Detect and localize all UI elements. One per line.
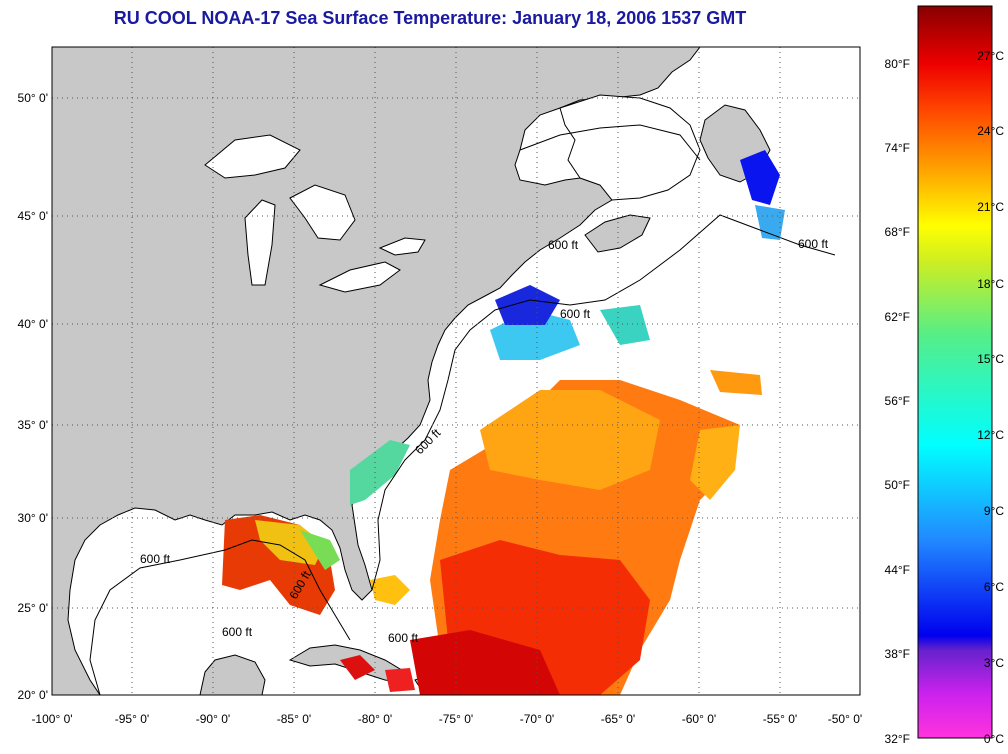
colorbar-label-f: 68°F — [885, 225, 910, 239]
lon-tick-label: -75° 0' — [439, 712, 473, 726]
colorbar-label-c: 0°C — [984, 732, 1004, 746]
colorbar-label-c: 21°C — [977, 200, 1004, 214]
colorbar-label-f: 44°F — [885, 563, 910, 577]
map-frame — [51, 46, 861, 696]
lon-tick-label: -60° 0' — [682, 712, 716, 726]
colorbar-label-f: 32°F — [885, 732, 910, 746]
colorbar — [917, 5, 993, 739]
colorbar-label-f: 38°F — [885, 647, 910, 661]
land-yucatan — [199, 654, 266, 695]
contour-label: 600 ft — [222, 625, 253, 639]
colorbar-label-c: 6°C — [984, 580, 1004, 594]
colorbar-label-f: 74°F — [885, 141, 910, 155]
lon-axis: -100° 0' -95° 0' -90° 0' -85° 0' -80° 0'… — [31, 712, 862, 726]
colorbar-label-c: 12°C — [977, 428, 1004, 442]
shelf-contour — [519, 124, 701, 161]
bathymetry-contour — [89, 214, 836, 695]
lat-tick-label: 25° 0' — [18, 601, 48, 615]
lon-tick-label: -80° 0' — [358, 712, 392, 726]
lon-tick-label: -55° 0' — [763, 712, 797, 726]
graticule — [52, 47, 860, 695]
lon-tick-label: -100° 0' — [31, 712, 72, 726]
colorbar-celsius: 27°C 24°C 21°C 18°C 15°C 12°C 9°C 6°C 3°… — [977, 49, 1004, 746]
lon-tick-label: -85° 0' — [277, 712, 311, 726]
colorbar-label-c: 18°C — [977, 277, 1004, 291]
colorbar-fahrenheit: 80°F 74°F 68°F 62°F 56°F 50°F 44°F 38°F … — [885, 57, 910, 746]
lat-tick-label: 30° 0' — [18, 511, 48, 525]
land-nova-scotia — [584, 214, 651, 253]
contour-label: 600 ft — [548, 238, 579, 252]
sst-data — [222, 150, 785, 695]
lon-tick-label: -90° 0' — [196, 712, 230, 726]
great-lakes — [204, 134, 426, 293]
map-title: RU COOL NOAA-17 Sea Surface Temperature:… — [113, 8, 747, 28]
lon-tick-label: -95° 0' — [115, 712, 149, 726]
lat-tick-label: 20° 0' — [18, 688, 48, 702]
colorbar-label-c: 9°C — [984, 504, 1004, 518]
contour-label: 600 ft — [798, 237, 829, 251]
contour-label: 600 ft — [388, 631, 419, 645]
colorbar-label-f: 50°F — [885, 478, 910, 492]
colorbar-label-c: 27°C — [977, 49, 1004, 63]
lat-axis: 50° 0' 45° 0' 40° 0' 35° 0' 30° 0' 25° 0… — [18, 91, 48, 702]
contour-label: 600 ft — [560, 307, 591, 321]
lon-tick-label: -65° 0' — [601, 712, 635, 726]
contour-label: 600 ft — [140, 552, 171, 566]
lat-tick-label: 40° 0' — [18, 317, 48, 331]
lat-tick-label: 45° 0' — [18, 209, 48, 223]
colorbar-label-f: 56°F — [885, 394, 910, 408]
colorbar-label-f: 80°F — [885, 57, 910, 71]
colorbar-label-c: 24°C — [977, 124, 1004, 138]
colorbar-label-c: 15°C — [977, 352, 1004, 366]
lon-tick-label: -70° 0' — [520, 712, 554, 726]
lat-tick-label: 35° 0' — [18, 418, 48, 432]
lat-tick-label: 50° 0' — [18, 91, 48, 105]
lon-tick-label: -50° 0' — [828, 712, 862, 726]
gulf-st-lawrence — [559, 94, 701, 201]
colorbar-label-c: 3°C — [984, 656, 1004, 670]
colorbar-label-f: 62°F — [885, 310, 910, 324]
